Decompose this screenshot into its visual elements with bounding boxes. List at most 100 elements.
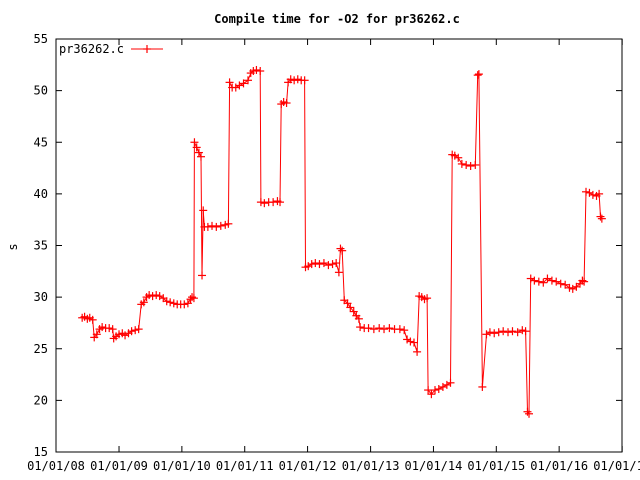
data-point [473,71,482,80]
data-point [521,327,530,336]
y-axis-label: s [6,243,20,250]
data-point [188,293,197,302]
data-point [139,298,148,307]
data-point [216,221,225,230]
data-point [180,300,189,309]
data-point [212,222,221,231]
data-point [413,347,422,356]
data-point [145,291,154,300]
data-point [336,244,345,253]
data-point [395,325,404,334]
y-axis: 15 20 25 30 35 40 45 50 55 [34,32,622,459]
data-point [105,324,114,333]
data-point [588,190,597,199]
data-point [457,159,466,168]
data-point [349,307,358,316]
data-point [276,198,285,207]
data-point [186,295,195,304]
data-point [166,298,175,307]
data-point [597,214,606,223]
data-point [354,314,363,323]
data-point [513,328,522,337]
legend: pr36262.c [59,42,163,56]
data-point [338,246,347,255]
data-point [578,276,587,285]
data-point [183,299,192,308]
data-point [121,331,130,340]
y-tick-label: 20 [34,393,48,407]
data-point [478,382,487,391]
data-point [525,409,534,418]
data-point [286,75,295,84]
data-point [231,83,240,92]
data-point [539,278,548,287]
data-point [466,161,475,170]
data-point [134,325,143,334]
data-point [595,189,604,198]
data-point [580,277,589,286]
data-point [162,297,171,306]
data-point [224,219,233,228]
y-tick-label: 55 [34,32,48,46]
data-point [596,212,605,221]
x-tick-label: 01/01/13 [342,459,400,473]
data-point [208,221,217,230]
data-point [311,259,320,268]
series-line [81,69,603,416]
data-point [534,277,543,286]
data-point [494,328,503,337]
data-point [530,276,539,285]
data-point [199,206,208,215]
chart-title: Compile time for -O2 for pr36262.c [214,12,460,26]
data-point [423,294,432,303]
data-point [427,390,436,399]
data-point [504,328,513,337]
data-point [98,323,107,332]
data-point [474,70,483,79]
x-tick-label: 01/01/11 [216,459,274,473]
data-point [450,151,459,160]
data-point [508,327,517,336]
data-point [243,76,252,85]
data-point [148,292,157,301]
data-point [189,294,198,303]
data-point [239,79,248,88]
data-point [343,299,352,308]
data-point [334,268,343,277]
data-point [526,274,535,283]
data-point [499,327,508,336]
data-point [490,329,499,338]
data-point [88,315,97,324]
y-tick-label: 30 [34,290,48,304]
data-point [380,325,389,334]
data-point [547,276,556,285]
data-point [364,324,373,333]
data-point [518,326,527,335]
data-point [196,152,205,161]
plot-frame [55,38,623,453]
data-point [462,160,471,169]
x-tick-label: 01/01/12 [279,459,337,473]
data-point [543,274,552,283]
data-point [446,378,455,387]
x-tick-label: 01/01/15 [467,459,525,473]
data-point [203,222,212,231]
data-point [155,292,164,301]
data-point [556,279,565,288]
data-point [307,260,316,269]
y-tick-label: 15 [34,445,48,459]
y-tick-label: 40 [34,187,48,201]
data-point [375,324,384,333]
data-point [235,81,244,90]
data-point [304,262,313,271]
data-point [256,67,265,76]
data-point [438,382,447,391]
legend-marker [143,45,151,53]
data-point [582,187,591,196]
data-point [523,407,532,416]
data-point [369,325,378,334]
data-point [190,138,199,147]
data-point [131,326,140,335]
data-point [328,260,337,269]
